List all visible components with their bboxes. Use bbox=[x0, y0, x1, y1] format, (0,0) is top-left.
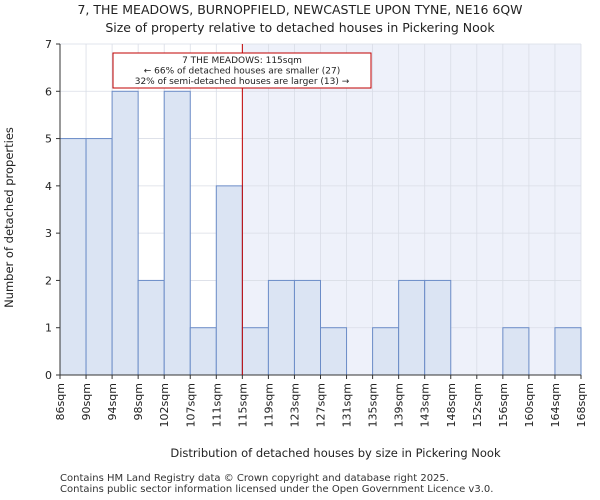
x-tick-label: 168sqm bbox=[575, 383, 588, 427]
bar bbox=[502, 327, 530, 376]
bar bbox=[554, 327, 582, 376]
bar bbox=[398, 279, 426, 376]
y-axis-label: Number of detached properties bbox=[2, 127, 16, 308]
chart-title: Size of property relative to detached ho… bbox=[105, 20, 495, 35]
x-tick-label: 111sqm bbox=[210, 383, 223, 427]
x-tick-label: 123sqm bbox=[288, 383, 301, 427]
y-tick-label: 0 bbox=[45, 369, 52, 382]
bar bbox=[59, 138, 87, 376]
bar bbox=[241, 327, 269, 376]
bar bbox=[111, 90, 139, 376]
bar bbox=[85, 138, 113, 376]
bar bbox=[215, 185, 243, 376]
bar bbox=[163, 90, 191, 376]
y-tick-label: 6 bbox=[45, 85, 52, 98]
bar bbox=[320, 327, 348, 376]
x-tick-label: 139sqm bbox=[393, 383, 406, 427]
x-axis-label: Distribution of detached houses by size … bbox=[170, 446, 501, 460]
y-tick-label: 1 bbox=[45, 322, 52, 335]
annotation-text: ← 66% of detached houses are smaller (27… bbox=[144, 67, 341, 77]
bar bbox=[189, 327, 217, 376]
x-tick-label: 143sqm bbox=[419, 383, 432, 427]
x-tick-label: 86sqm bbox=[54, 383, 67, 420]
y-tick-label: 7 bbox=[45, 38, 52, 51]
x-tick-label: 135sqm bbox=[367, 383, 380, 427]
y-tick-label: 5 bbox=[45, 133, 52, 146]
footer-licence: Contains public sector information licen… bbox=[60, 484, 494, 495]
y-tick-label: 4 bbox=[45, 180, 52, 193]
x-tick-label: 148sqm bbox=[445, 383, 458, 427]
x-tick-label: 119sqm bbox=[262, 383, 275, 427]
bar bbox=[137, 279, 165, 376]
x-tick-label: 152sqm bbox=[471, 383, 484, 427]
chart-title-address: 7, THE MEADOWS, BURNOPFIELD, NEWCASTLE U… bbox=[77, 2, 523, 17]
x-tick-label: 102sqm bbox=[158, 383, 171, 427]
x-tick-label: 107sqm bbox=[184, 383, 197, 427]
x-tick-label: 94sqm bbox=[106, 383, 119, 420]
x-tick-label: 160sqm bbox=[523, 383, 536, 427]
bar bbox=[267, 279, 295, 376]
x-tick-label: 127sqm bbox=[315, 383, 328, 427]
bar bbox=[372, 327, 400, 376]
histogram-chart: 0 1 2 3 4 5 6 7 86sqm 90sqm 94sqm 98sqm 102sqm 107sqm… bbox=[2, 38, 588, 460]
annotation-box bbox=[112, 52, 372, 89]
x-tick-label: 98sqm bbox=[132, 383, 145, 420]
annotation-text: 7 THE MEADOWS: 115sqm bbox=[182, 56, 302, 66]
x-tick-label: 90sqm bbox=[80, 383, 93, 420]
annotation-text: 32% of semi-detached houses are larger (… bbox=[135, 77, 350, 87]
x-tick-label: 131sqm bbox=[341, 383, 354, 427]
footer-copyright: Contains HM Land Registry data © Crown c… bbox=[60, 473, 449, 484]
x-tick-label: 156sqm bbox=[497, 383, 510, 427]
bar bbox=[424, 279, 452, 376]
x-tick-label: 164sqm bbox=[549, 383, 562, 427]
y-tick-label: 2 bbox=[45, 274, 52, 287]
bar bbox=[293, 279, 322, 376]
y-tick-label: 3 bbox=[45, 227, 52, 240]
x-tick-label: 115sqm bbox=[236, 383, 249, 427]
